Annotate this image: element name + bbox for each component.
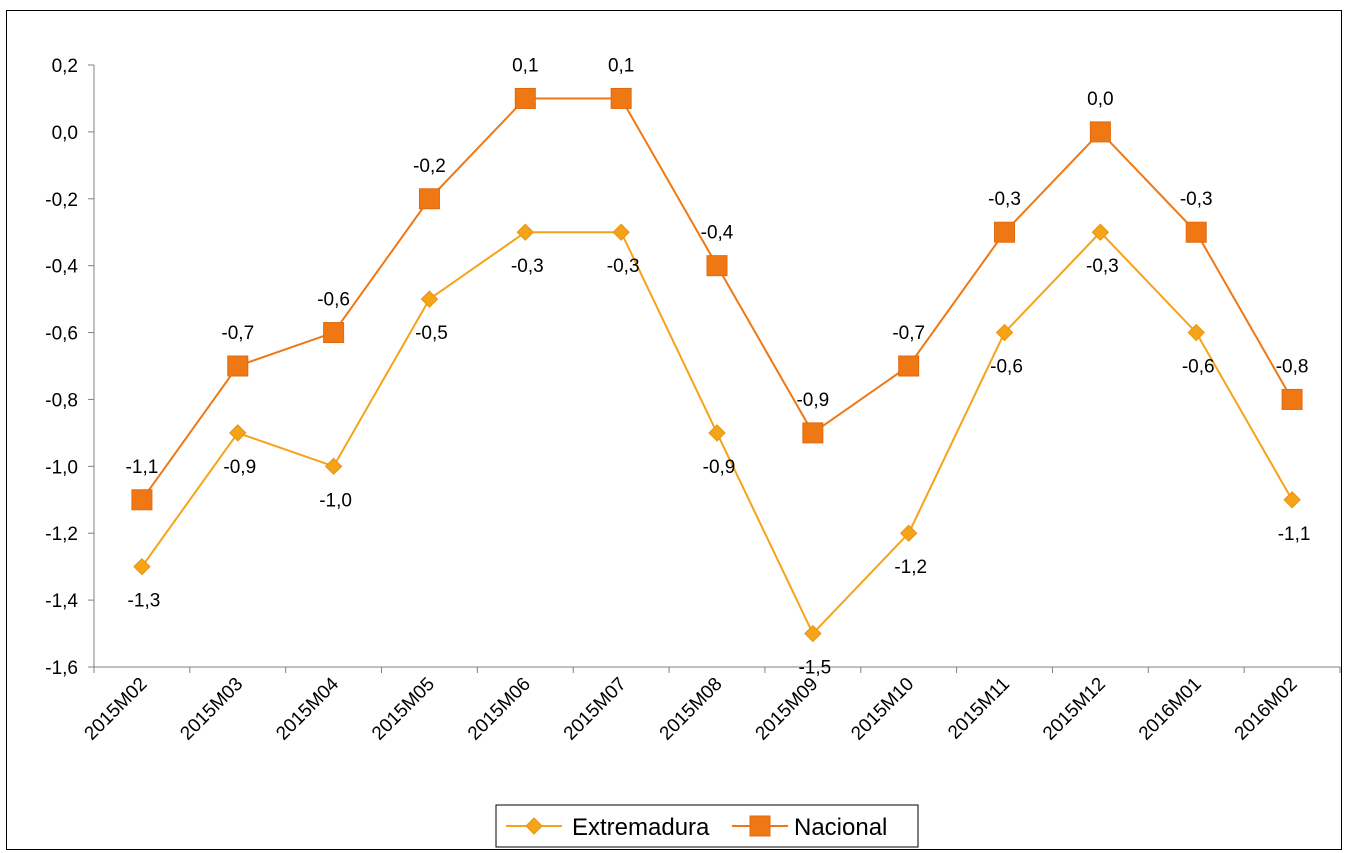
data-label: -1,1 — [126, 457, 159, 478]
data-label: -0,4 — [701, 223, 734, 244]
legend-label-nacional: Nacional — [794, 814, 887, 841]
data-label: -0,6 — [1182, 357, 1215, 378]
x-tick-label: 2015M12 — [1039, 674, 1110, 745]
data-label: -0,9 — [223, 457, 256, 478]
data-point-nacional — [802, 422, 824, 444]
data-point-extremadura — [420, 290, 439, 308]
data-label: -0,3 — [1180, 189, 1213, 210]
data-point-extremadura — [708, 424, 726, 442]
data-label: 0,1 — [512, 55, 538, 76]
data-label: -1,2 — [894, 557, 927, 578]
data-point-extremadura — [1283, 491, 1301, 509]
data-label: -0,6 — [990, 357, 1023, 378]
data-point-nacional — [1281, 388, 1303, 410]
x-tick-label: 2015M03 — [176, 674, 247, 745]
data-label: 0,0 — [1087, 89, 1113, 110]
data-label: -1,5 — [798, 658, 831, 679]
x-tick-label: 2015M07 — [560, 674, 631, 745]
data-label: -1,0 — [319, 490, 352, 511]
data-label: -0,7 — [892, 323, 925, 344]
data-point-extremadura — [1187, 323, 1205, 342]
data-label: -0,9 — [796, 390, 829, 411]
data-label: -0,3 — [607, 256, 640, 277]
y-tick-label: -0,2 — [45, 190, 78, 211]
legend-label-extremadura: Extremadura — [572, 814, 710, 841]
x-tick-label: 2015M10 — [847, 674, 918, 745]
data-point-nacional — [418, 188, 440, 210]
y-tick-label: -1,2 — [45, 524, 78, 545]
data-label: -0,3 — [1086, 256, 1119, 277]
data-point-extremadura — [995, 323, 1014, 342]
x-tick-label: 2015M11 — [944, 674, 1014, 744]
data-point-nacional — [994, 221, 1016, 243]
y-tick-label: 0,0 — [52, 123, 78, 144]
legend-marker-nacional — [749, 815, 771, 837]
data-point-nacional — [131, 489, 153, 511]
y-tick-label: -0,6 — [45, 324, 78, 345]
data-label: -1,3 — [128, 591, 161, 612]
data-label: -0,2 — [413, 156, 446, 177]
data-label: -0,9 — [703, 457, 736, 478]
data-point-extremadura — [612, 223, 630, 241]
y-tick-label: -1,4 — [45, 591, 78, 612]
data-point-nacional — [323, 322, 345, 344]
y-tick-label: -0,8 — [45, 390, 78, 411]
data-point-nacional — [227, 355, 249, 377]
data-point-extremadura — [516, 223, 535, 241]
data-point-nacional — [898, 355, 920, 377]
data-point-extremadura — [804, 624, 822, 643]
data-point-extremadura — [1091, 223, 1110, 241]
x-tick-label: 2015M04 — [272, 673, 343, 744]
y-tick-label: -1,0 — [45, 457, 78, 478]
data-label: -1,1 — [1278, 524, 1311, 545]
y-tick-label: 0,2 — [52, 56, 78, 77]
data-label: -0,6 — [317, 290, 350, 311]
data-label: -0,8 — [1276, 356, 1309, 377]
data-point-extremadura — [899, 524, 918, 542]
x-tick-label: 2015M06 — [464, 674, 535, 745]
legend-marker-extremadura — [525, 817, 543, 835]
legend-box — [495, 804, 919, 848]
x-tick-label: 2015M08 — [656, 674, 727, 745]
y-tick-label: -1,6 — [45, 658, 78, 679]
x-tick-label: 2016M02 — [1231, 674, 1302, 745]
data-point-nacional — [706, 255, 728, 277]
x-tick-label: 2015M09 — [752, 674, 823, 745]
data-point-extremadura — [133, 557, 151, 576]
data-point-nacional — [514, 87, 536, 109]
x-tick-label: 2016M01 — [1135, 674, 1206, 745]
data-label: -0,3 — [988, 189, 1021, 210]
y-tick-label: -0,4 — [45, 257, 78, 278]
data-point-nacional — [1185, 221, 1207, 243]
chart-frame — [6, 10, 1342, 850]
x-tick-label: 2015M02 — [81, 674, 152, 745]
data-label: -0,5 — [415, 323, 448, 344]
x-tick-label: 2015M05 — [368, 674, 439, 745]
data-label: 0,1 — [608, 55, 634, 76]
data-point-nacional — [610, 87, 632, 109]
data-point-extremadura — [229, 424, 247, 442]
data-label: -0,3 — [511, 256, 544, 277]
data-label: -0,7 — [221, 323, 254, 344]
data-point-extremadura — [324, 457, 343, 476]
data-point-nacional — [1089, 121, 1111, 143]
